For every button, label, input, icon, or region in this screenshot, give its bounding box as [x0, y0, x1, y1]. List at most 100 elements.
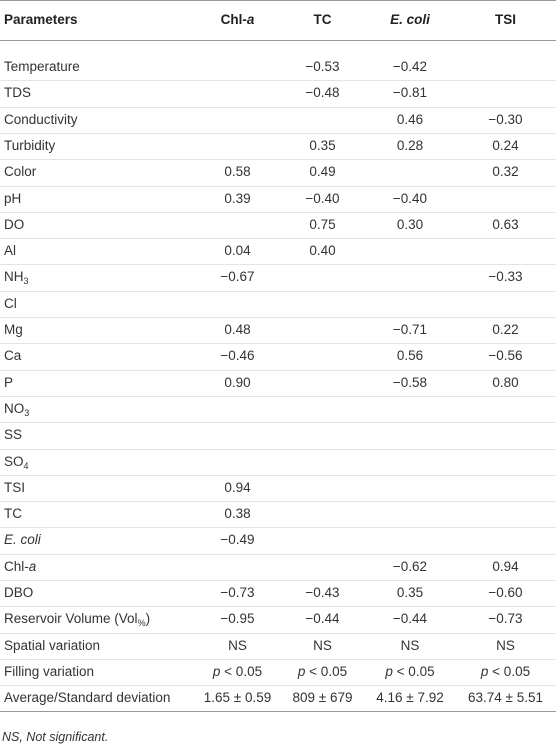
cell-value: −0.48: [305, 85, 340, 101]
row-separator: [0, 291, 556, 292]
row-separator: [0, 80, 556, 81]
row-label: pH: [4, 190, 22, 206]
cell-value: −0.67: [220, 269, 255, 285]
cell-value: NS: [228, 637, 247, 653]
text-segment: p: [480, 663, 489, 679]
cell-value: −0.58: [392, 374, 428, 390]
text-segment: Chl-: [220, 12, 247, 27]
row-separator: [0, 554, 556, 555]
text-segment: p: [212, 663, 221, 679]
row-separator: [0, 212, 556, 213]
cell-value: 0.63: [492, 216, 519, 232]
cell-value: 0.48: [224, 322, 251, 337]
cell-value: 0.28: [396, 137, 424, 153]
text-segment: SO: [4, 453, 24, 469]
cell-value: 0.56: [396, 348, 424, 364]
text-segment: p: [297, 663, 306, 679]
cell-value: Chl-a: [195, 7, 280, 33]
row-separator: [0, 685, 556, 686]
row-separator: [0, 501, 556, 502]
row-separator: [0, 659, 556, 660]
cell-value: 0.90: [224, 374, 251, 390]
row-label: NH3: [4, 264, 199, 290]
cell-value: TC: [313, 12, 332, 27]
row-label: Turbidity: [4, 137, 56, 153]
row-separator: [0, 317, 556, 318]
text-segment: < 0.05: [220, 663, 263, 679]
cell-value: 0.46: [396, 111, 424, 127]
row-label: Ca: [4, 348, 22, 364]
row-label: E. coli: [4, 527, 199, 553]
row-separator: [0, 107, 556, 108]
cell-value: −0.62: [392, 558, 428, 574]
text-segment: < 0.05: [488, 663, 531, 679]
cell-value: TSI: [494, 12, 516, 27]
cell-value: −0.44: [305, 611, 340, 627]
cell-value: 0.24: [492, 137, 519, 153]
cell-value: −0.95: [220, 611, 255, 627]
cell-value: 0.94: [492, 558, 519, 574]
cell-value: p < 0.05: [280, 659, 365, 685]
cell-value: −0.40: [392, 190, 428, 206]
cell-value: −0.71: [392, 322, 428, 337]
text-segment: < 0.05: [392, 663, 435, 679]
cell-value: −0.73: [220, 585, 255, 600]
row-label: Mg: [4, 322, 23, 337]
cell-value: 0.32: [492, 164, 519, 180]
cell-value: −0.73: [488, 611, 523, 627]
row-label: DO: [4, 216, 25, 232]
text-segment: < 0.05: [305, 663, 348, 679]
row-separator: [0, 396, 556, 397]
row-separator: [0, 238, 556, 239]
bottom-rule: [0, 711, 556, 712]
text-segment: NO: [4, 400, 25, 416]
text-segment: NH: [4, 269, 24, 285]
cell-value: 1.65 ± 0.59: [203, 690, 272, 706]
text-segment: a: [28, 558, 37, 574]
row-label: Temperature: [4, 59, 80, 74]
text-segment: Reservoir Volume (Vol: [4, 611, 138, 627]
cell-value: 63.74 ± 5.51: [468, 690, 543, 706]
row-label: Chl-a: [4, 554, 199, 580]
row-separator: [0, 422, 556, 423]
cell-value: 0.94: [224, 479, 251, 495]
text-segment: E. coli: [4, 532, 41, 548]
text-segment: p: [385, 663, 393, 679]
cell-value: NS: [400, 637, 420, 653]
row-label: SO4: [4, 449, 199, 475]
cell-value: p < 0.05: [455, 659, 556, 685]
row-label: Reservoir Volume (Vol%): [4, 606, 199, 632]
cell-value: −0.46: [220, 348, 255, 364]
text-segment: E. coli: [390, 12, 430, 27]
cell-value: 0.35: [309, 137, 336, 153]
text-segment: 4: [23, 460, 29, 471]
row-separator: [0, 606, 556, 607]
cell-value: 0.04: [224, 243, 251, 259]
row-label: Cl: [4, 295, 17, 311]
row-label: TDS: [4, 85, 31, 101]
row-label: P: [4, 374, 14, 390]
cell-value: −0.40: [305, 190, 340, 206]
row-label: SS: [4, 427, 23, 443]
text-segment: a: [246, 12, 255, 27]
cell-value: p < 0.05: [365, 659, 455, 685]
cell-value: −0.42: [392, 59, 428, 74]
cell-value: NS: [496, 637, 515, 653]
cell-value: 0.38: [224, 506, 251, 522]
cell-value: −0.30: [488, 111, 523, 127]
cell-value: −0.43: [305, 585, 340, 600]
cell-value: 4.16 ± 7.92: [376, 690, 444, 706]
text-segment: %: [137, 618, 146, 629]
cell-value: 809 ± 679: [292, 690, 353, 706]
row-label: Filling variation: [4, 663, 95, 679]
cell-value: 0.40: [309, 243, 336, 259]
cell-value: 0.22: [492, 322, 519, 337]
header-rule: [0, 40, 556, 41]
row-separator: [0, 580, 556, 581]
row-separator: [0, 159, 556, 160]
row-separator: [0, 186, 556, 187]
text-segment: 3: [24, 407, 30, 418]
row-separator: [0, 475, 556, 476]
cell-value: −0.33: [488, 269, 523, 285]
